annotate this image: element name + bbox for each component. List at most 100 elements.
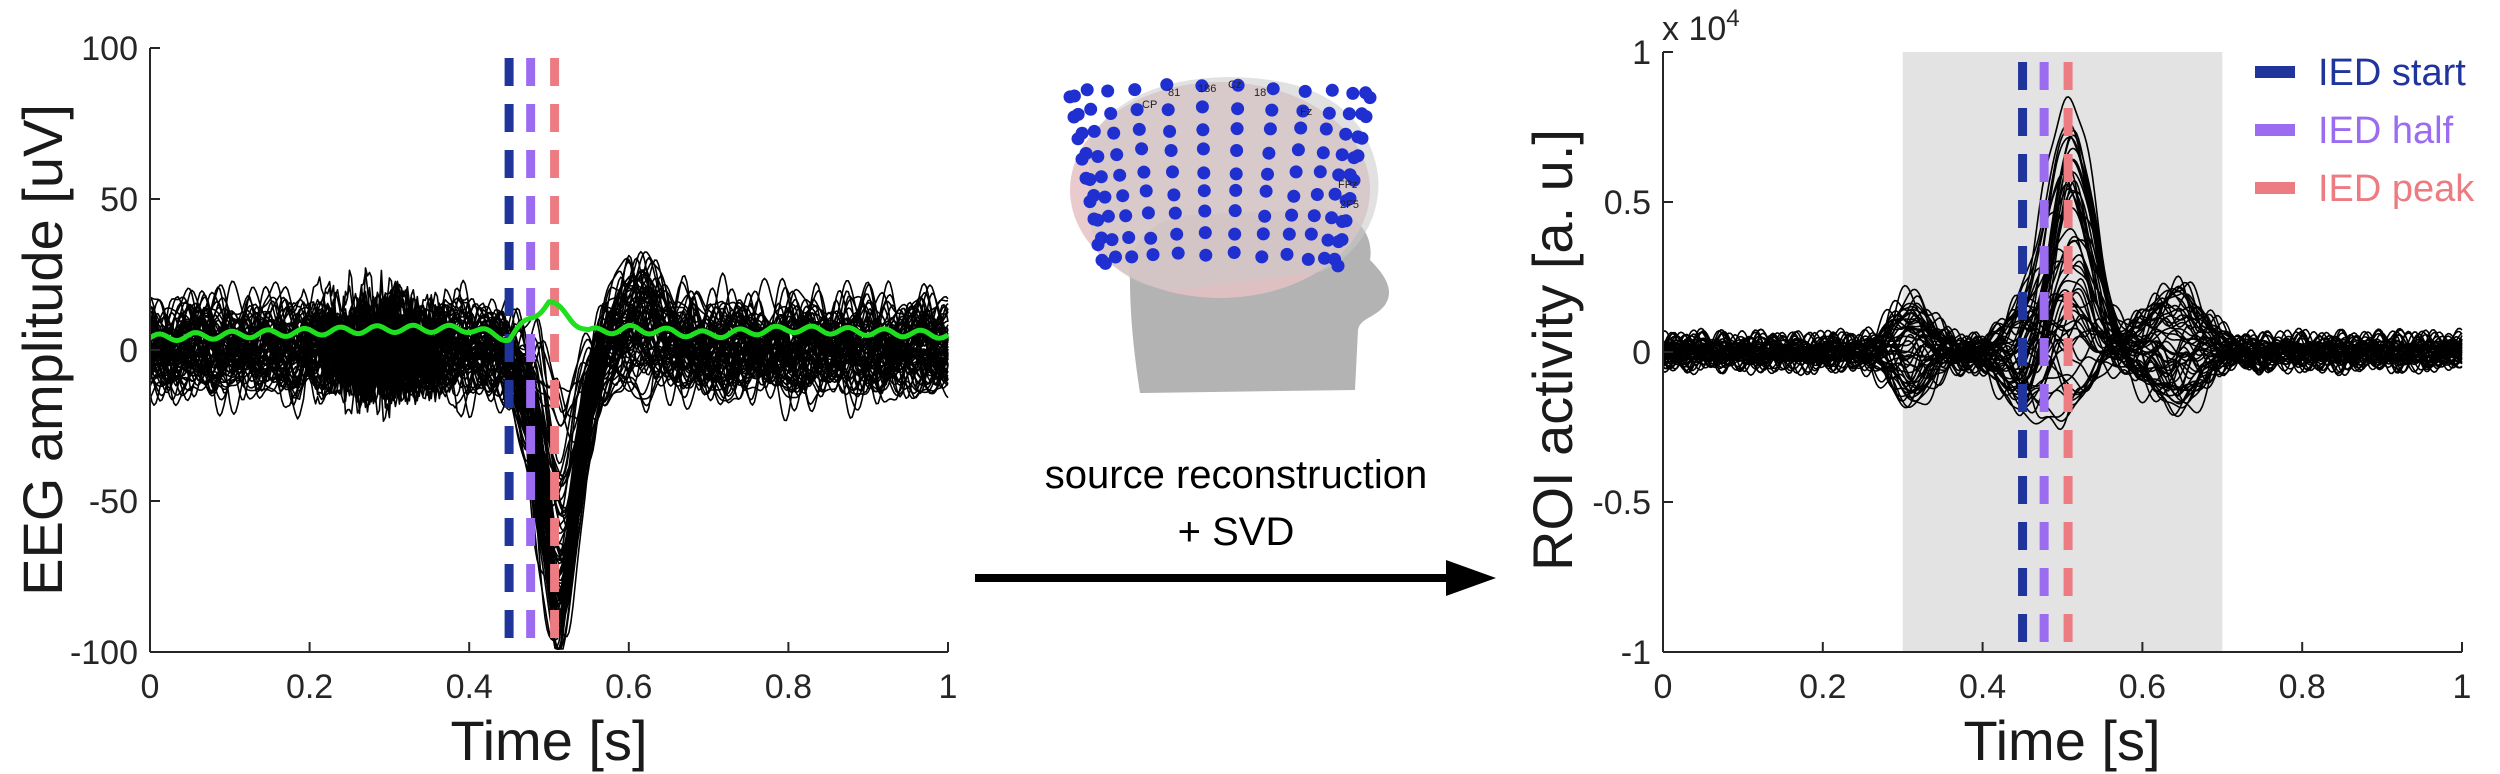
electrode bbox=[1167, 188, 1181, 202]
roi-y-scale-label: x 104 bbox=[1662, 5, 1740, 48]
electrode bbox=[1262, 146, 1276, 160]
eeg-x-tick-label: 0.2 bbox=[286, 668, 333, 706]
electrode bbox=[1084, 102, 1098, 116]
electrode bbox=[1197, 184, 1211, 198]
electrode bbox=[1294, 121, 1308, 135]
electrode bbox=[1256, 227, 1270, 241]
electrode bbox=[1228, 227, 1242, 241]
electrode bbox=[1355, 131, 1369, 145]
eeg-y-tick-label: 100 bbox=[81, 30, 138, 68]
eeg-channel-trace bbox=[149, 322, 949, 589]
electrode bbox=[1359, 110, 1373, 124]
electrode bbox=[1287, 189, 1301, 203]
electrode bbox=[1231, 78, 1245, 92]
electrode bbox=[1325, 211, 1339, 225]
electrode-label: FPz bbox=[1338, 179, 1358, 191]
mean-eeg-trace bbox=[148, 299, 950, 343]
electrode bbox=[1342, 107, 1356, 121]
electrode bbox=[1199, 248, 1213, 262]
arrow-label-line1: source reconstruction bbox=[1045, 453, 1427, 497]
electrode bbox=[1229, 167, 1243, 181]
electrode bbox=[1335, 233, 1349, 247]
electrode bbox=[1259, 184, 1273, 198]
electrode bbox=[1301, 252, 1315, 266]
electrode bbox=[1125, 250, 1139, 264]
roi-component-trace bbox=[1662, 179, 2463, 380]
eeg-x-tick-label: 1 bbox=[939, 668, 958, 706]
electrode-grid: 81 186 Cz CP 18 Fz FPz 2F5 bbox=[1063, 78, 1377, 273]
roi-x-tick-label: 1 bbox=[2453, 668, 2472, 706]
electrode bbox=[1291, 143, 1305, 157]
electrode bbox=[1137, 165, 1151, 179]
electrode bbox=[1083, 173, 1097, 186]
electrode bbox=[1195, 79, 1209, 93]
electrode bbox=[1310, 188, 1324, 201]
electrode bbox=[1075, 126, 1089, 140]
eeg-x-tick-label: 0.6 bbox=[605, 668, 652, 706]
electrode bbox=[1339, 127, 1353, 141]
eeg-x-tick-label: 0.4 bbox=[446, 668, 493, 706]
roi-y-tick-label: 1 bbox=[1632, 34, 1651, 72]
electrode bbox=[1196, 123, 1210, 137]
electrode bbox=[1170, 227, 1184, 241]
legend-label: IED start bbox=[2318, 52, 2466, 94]
electrode bbox=[1166, 165, 1179, 179]
electrode bbox=[1282, 227, 1296, 241]
eeg-y-tick-label: 50 bbox=[100, 181, 138, 219]
electrode bbox=[1087, 189, 1101, 202]
electrode bbox=[1160, 78, 1174, 92]
electrode bbox=[1094, 170, 1108, 184]
eeg-y-tick-label: -100 bbox=[70, 634, 138, 672]
electrode bbox=[1135, 142, 1149, 156]
electrode bbox=[1098, 256, 1112, 270]
arrow-label-line2: + SVD bbox=[1178, 510, 1295, 554]
roi-ticks: 0 0.2 0.4 0.6 0.8 1 1 0.5 0 -0.5 -1 bbox=[1592, 34, 2471, 706]
electrode bbox=[1229, 183, 1243, 197]
electrode bbox=[1346, 86, 1360, 100]
electrode bbox=[1116, 189, 1130, 203]
electrode bbox=[1266, 82, 1280, 96]
electrode-label: 81 bbox=[1168, 87, 1180, 99]
electrode bbox=[1128, 83, 1142, 97]
ied-markers-left bbox=[504, 58, 560, 652]
electrode bbox=[1095, 231, 1108, 245]
electrode bbox=[1313, 165, 1327, 179]
electrode bbox=[1197, 166, 1211, 180]
electrode bbox=[1265, 103, 1279, 117]
electrode bbox=[1304, 227, 1318, 241]
electrode bbox=[1067, 89, 1081, 103]
roi-component-trace bbox=[1662, 248, 2463, 390]
electrode-label: CP bbox=[1142, 99, 1157, 111]
eeg-x-tick-label: 0 bbox=[141, 668, 160, 706]
electrode bbox=[1335, 148, 1349, 162]
electrode bbox=[1107, 126, 1121, 140]
roi-component-trace bbox=[1662, 279, 2463, 409]
roi-x-tick-label: 0 bbox=[1654, 668, 1673, 706]
electrode bbox=[1168, 206, 1182, 220]
electrode bbox=[1098, 190, 1112, 204]
electrode bbox=[1298, 84, 1312, 98]
electrode bbox=[1332, 168, 1346, 182]
eeg-chart: 0 0.2 0.4 0.6 0.8 1 100 50 0 -50 -100 Time [s] EEG… bbox=[11, 30, 957, 772]
electrode bbox=[1196, 142, 1210, 156]
arrow-icon bbox=[975, 560, 1496, 596]
electrode bbox=[1296, 104, 1310, 118]
eeg-channel-trace bbox=[149, 286, 949, 493]
electrode bbox=[1141, 206, 1155, 220]
electrode-label: 2F5 bbox=[1340, 199, 1359, 211]
electrode bbox=[1227, 246, 1241, 259]
roi-x-tick-label: 0.2 bbox=[1799, 668, 1846, 706]
electrode bbox=[1130, 103, 1144, 117]
electrode bbox=[1198, 204, 1212, 218]
roi-component-trace bbox=[1662, 289, 2463, 398]
eeg-channel-trace bbox=[149, 319, 949, 488]
electrode bbox=[1289, 165, 1303, 179]
electrode bbox=[1105, 233, 1119, 247]
eeg-traces bbox=[149, 250, 949, 650]
eeg-x-tick-label: 0.8 bbox=[765, 668, 812, 706]
electrode bbox=[1351, 149, 1365, 163]
roi-chart: 0 0.2 0.4 0.6 0.8 1 1 0.5 0 -0.5 -1 x 104 Time [s]… bbox=[1521, 5, 2475, 772]
electrode bbox=[1091, 150, 1105, 163]
roi-x-label: Time [s] bbox=[1963, 709, 2160, 772]
